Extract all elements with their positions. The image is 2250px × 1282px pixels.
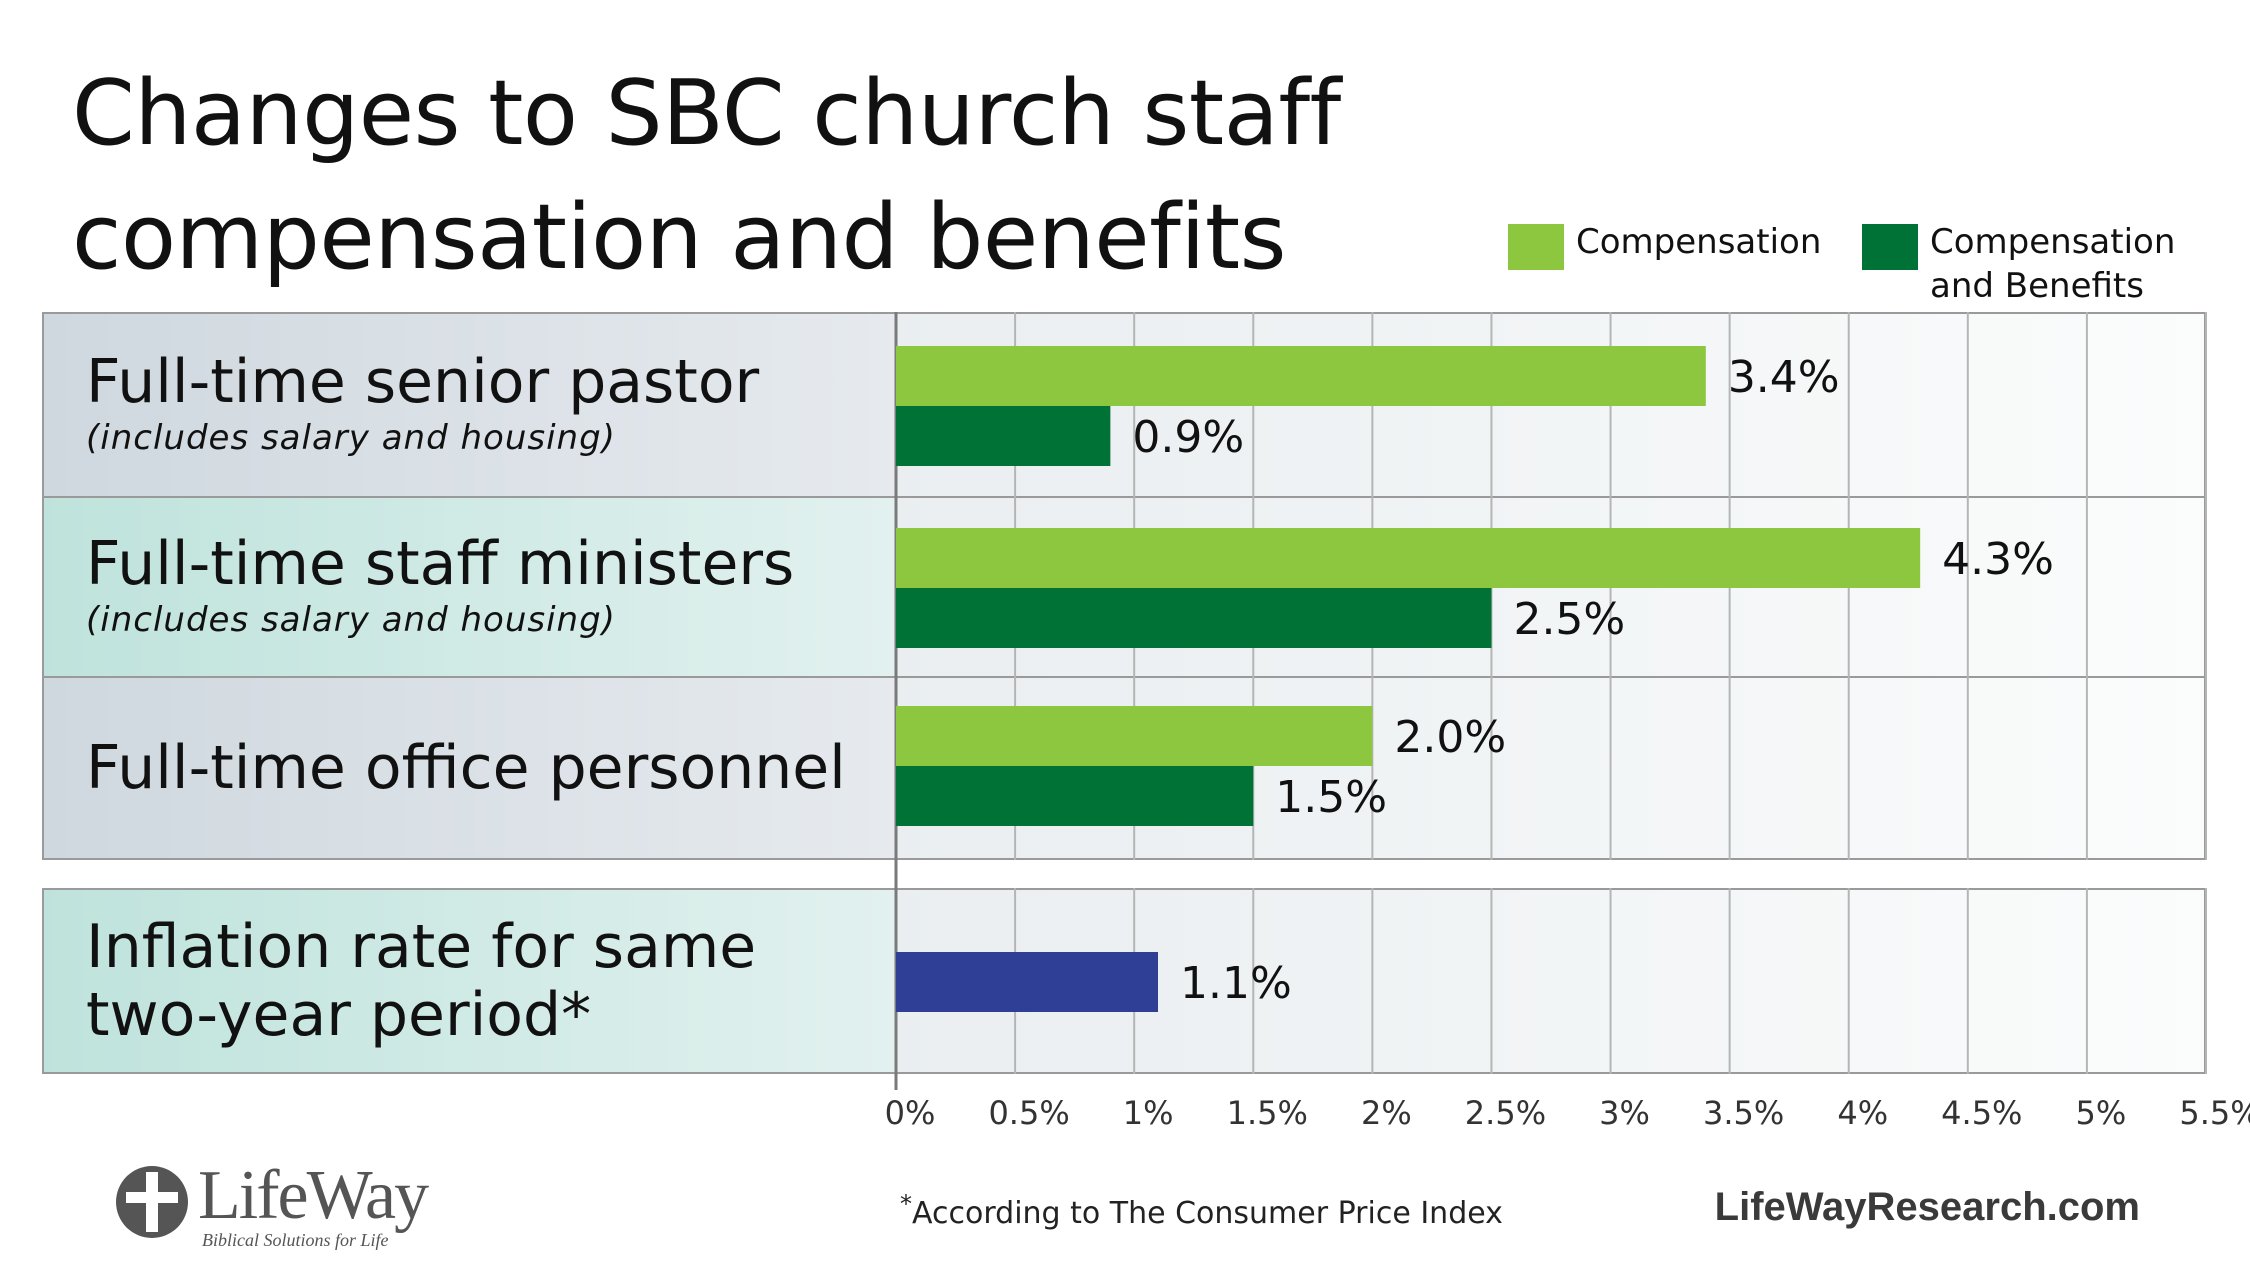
legend-swatch-comp-benefits [1862, 224, 1918, 270]
row-subtitle: (includes salary and housing) [86, 418, 616, 458]
legend-label-line2: and Benefits [1930, 266, 2144, 306]
legend-swatch-compensation [1508, 224, 1564, 270]
lifeway-logo: LifeWay Biblical Solutions for Life [112, 1160, 452, 1250]
website-link[interactable]: LifeWayResearch.com [1714, 1185, 2140, 1229]
row-bg-senior-pastor [44, 314, 898, 498]
row-title: Full-time staff ministers [86, 529, 795, 599]
lifeway-cross-icon [116, 1166, 188, 1238]
legend-label-compensation: Compensation [1576, 222, 1822, 262]
bar-compensation [896, 706, 1373, 766]
footnote: *According to The Consumer Price Index [900, 1190, 1503, 1231]
x-tick-label: 5.5% [2179, 1094, 2250, 1132]
bar-value-label: 2.0% [1394, 712, 1506, 763]
bar-value-label: 0.9% [1132, 412, 1244, 463]
row-divider [42, 496, 2206, 498]
legend-compensation: Compensation [1508, 220, 1821, 270]
logo-wordmark: LifeWay [198, 1157, 429, 1234]
row-bg-office-personnel [44, 678, 898, 858]
bar-compensation [896, 528, 1921, 588]
bar-value-label: 2.5% [1513, 594, 1625, 645]
row-label-staff-ministers: Full-time staff ministers (includes sala… [86, 496, 916, 676]
x-tick-label: 5% [2076, 1094, 2127, 1132]
legend-comp-benefits: Compensation and Benefits [1862, 220, 2175, 308]
row-label-inflation: Inflation rate for same two-year period* [86, 888, 916, 1074]
row-staff-ministers: Full-time staff ministers (includes sala… [42, 496, 2206, 676]
row-bg-staff-ministers [44, 498, 898, 678]
row-inflation: Inflation rate for same two-year period* [42, 888, 2206, 1074]
bar-value-label: 1.5% [1275, 772, 1387, 823]
x-tick-label: 1% [1123, 1094, 1174, 1132]
legend-label-comp-benefits: Compensation and Benefits [1930, 220, 2175, 308]
x-tick-label: 3.5% [1703, 1094, 1784, 1132]
x-tick-label: 2.5% [1465, 1094, 1546, 1132]
footnote-mark: * [900, 1190, 912, 1218]
row-title: Full-time office personnel [86, 733, 846, 803]
footnote-text: According to The Consumer Price Index [912, 1196, 1503, 1231]
row-divider [42, 676, 2206, 678]
row-label-office-personnel: Full-time office personnel [86, 676, 916, 860]
bar-value-label: 3.4% [1728, 352, 1840, 403]
x-tick-label: 4.5% [1941, 1094, 2022, 1132]
row-senior-pastor: Full-time senior pastor (includes salary… [42, 312, 2206, 496]
bar-value-label: 4.3% [1942, 534, 2054, 585]
x-tick-label: 4% [1837, 1094, 1888, 1132]
bar-comp-benefits [896, 406, 1111, 466]
row-title: Full-time senior pastor [86, 347, 760, 417]
row-title: Inflation rate for same two-year period* [86, 912, 757, 1050]
x-tick-label: 3% [1599, 1094, 1650, 1132]
row-subtitle: (includes salary and housing) [86, 600, 616, 640]
legend-label-line1: Compensation [1930, 222, 2176, 262]
x-tick-label: 0% [885, 1094, 936, 1132]
x-tick-label: 2% [1361, 1094, 1412, 1132]
logo-tagline: Biblical Solutions for Life [202, 1230, 389, 1250]
row-office-personnel: Full-time office personnel [42, 676, 2206, 860]
bar-compensation [896, 346, 1706, 406]
x-tick-label: 1.5% [1227, 1094, 1308, 1132]
bar-inflation [896, 952, 1158, 1012]
x-tick-label: 0.5% [988, 1094, 1069, 1132]
row-label-senior-pastor: Full-time senior pastor (includes salary… [86, 312, 916, 496]
bar-value-label: 1.1% [1180, 958, 1292, 1009]
bar-comp-benefits [896, 588, 1492, 648]
row-bg-inflation [44, 890, 898, 1072]
bar-comp-benefits [896, 766, 1254, 826]
